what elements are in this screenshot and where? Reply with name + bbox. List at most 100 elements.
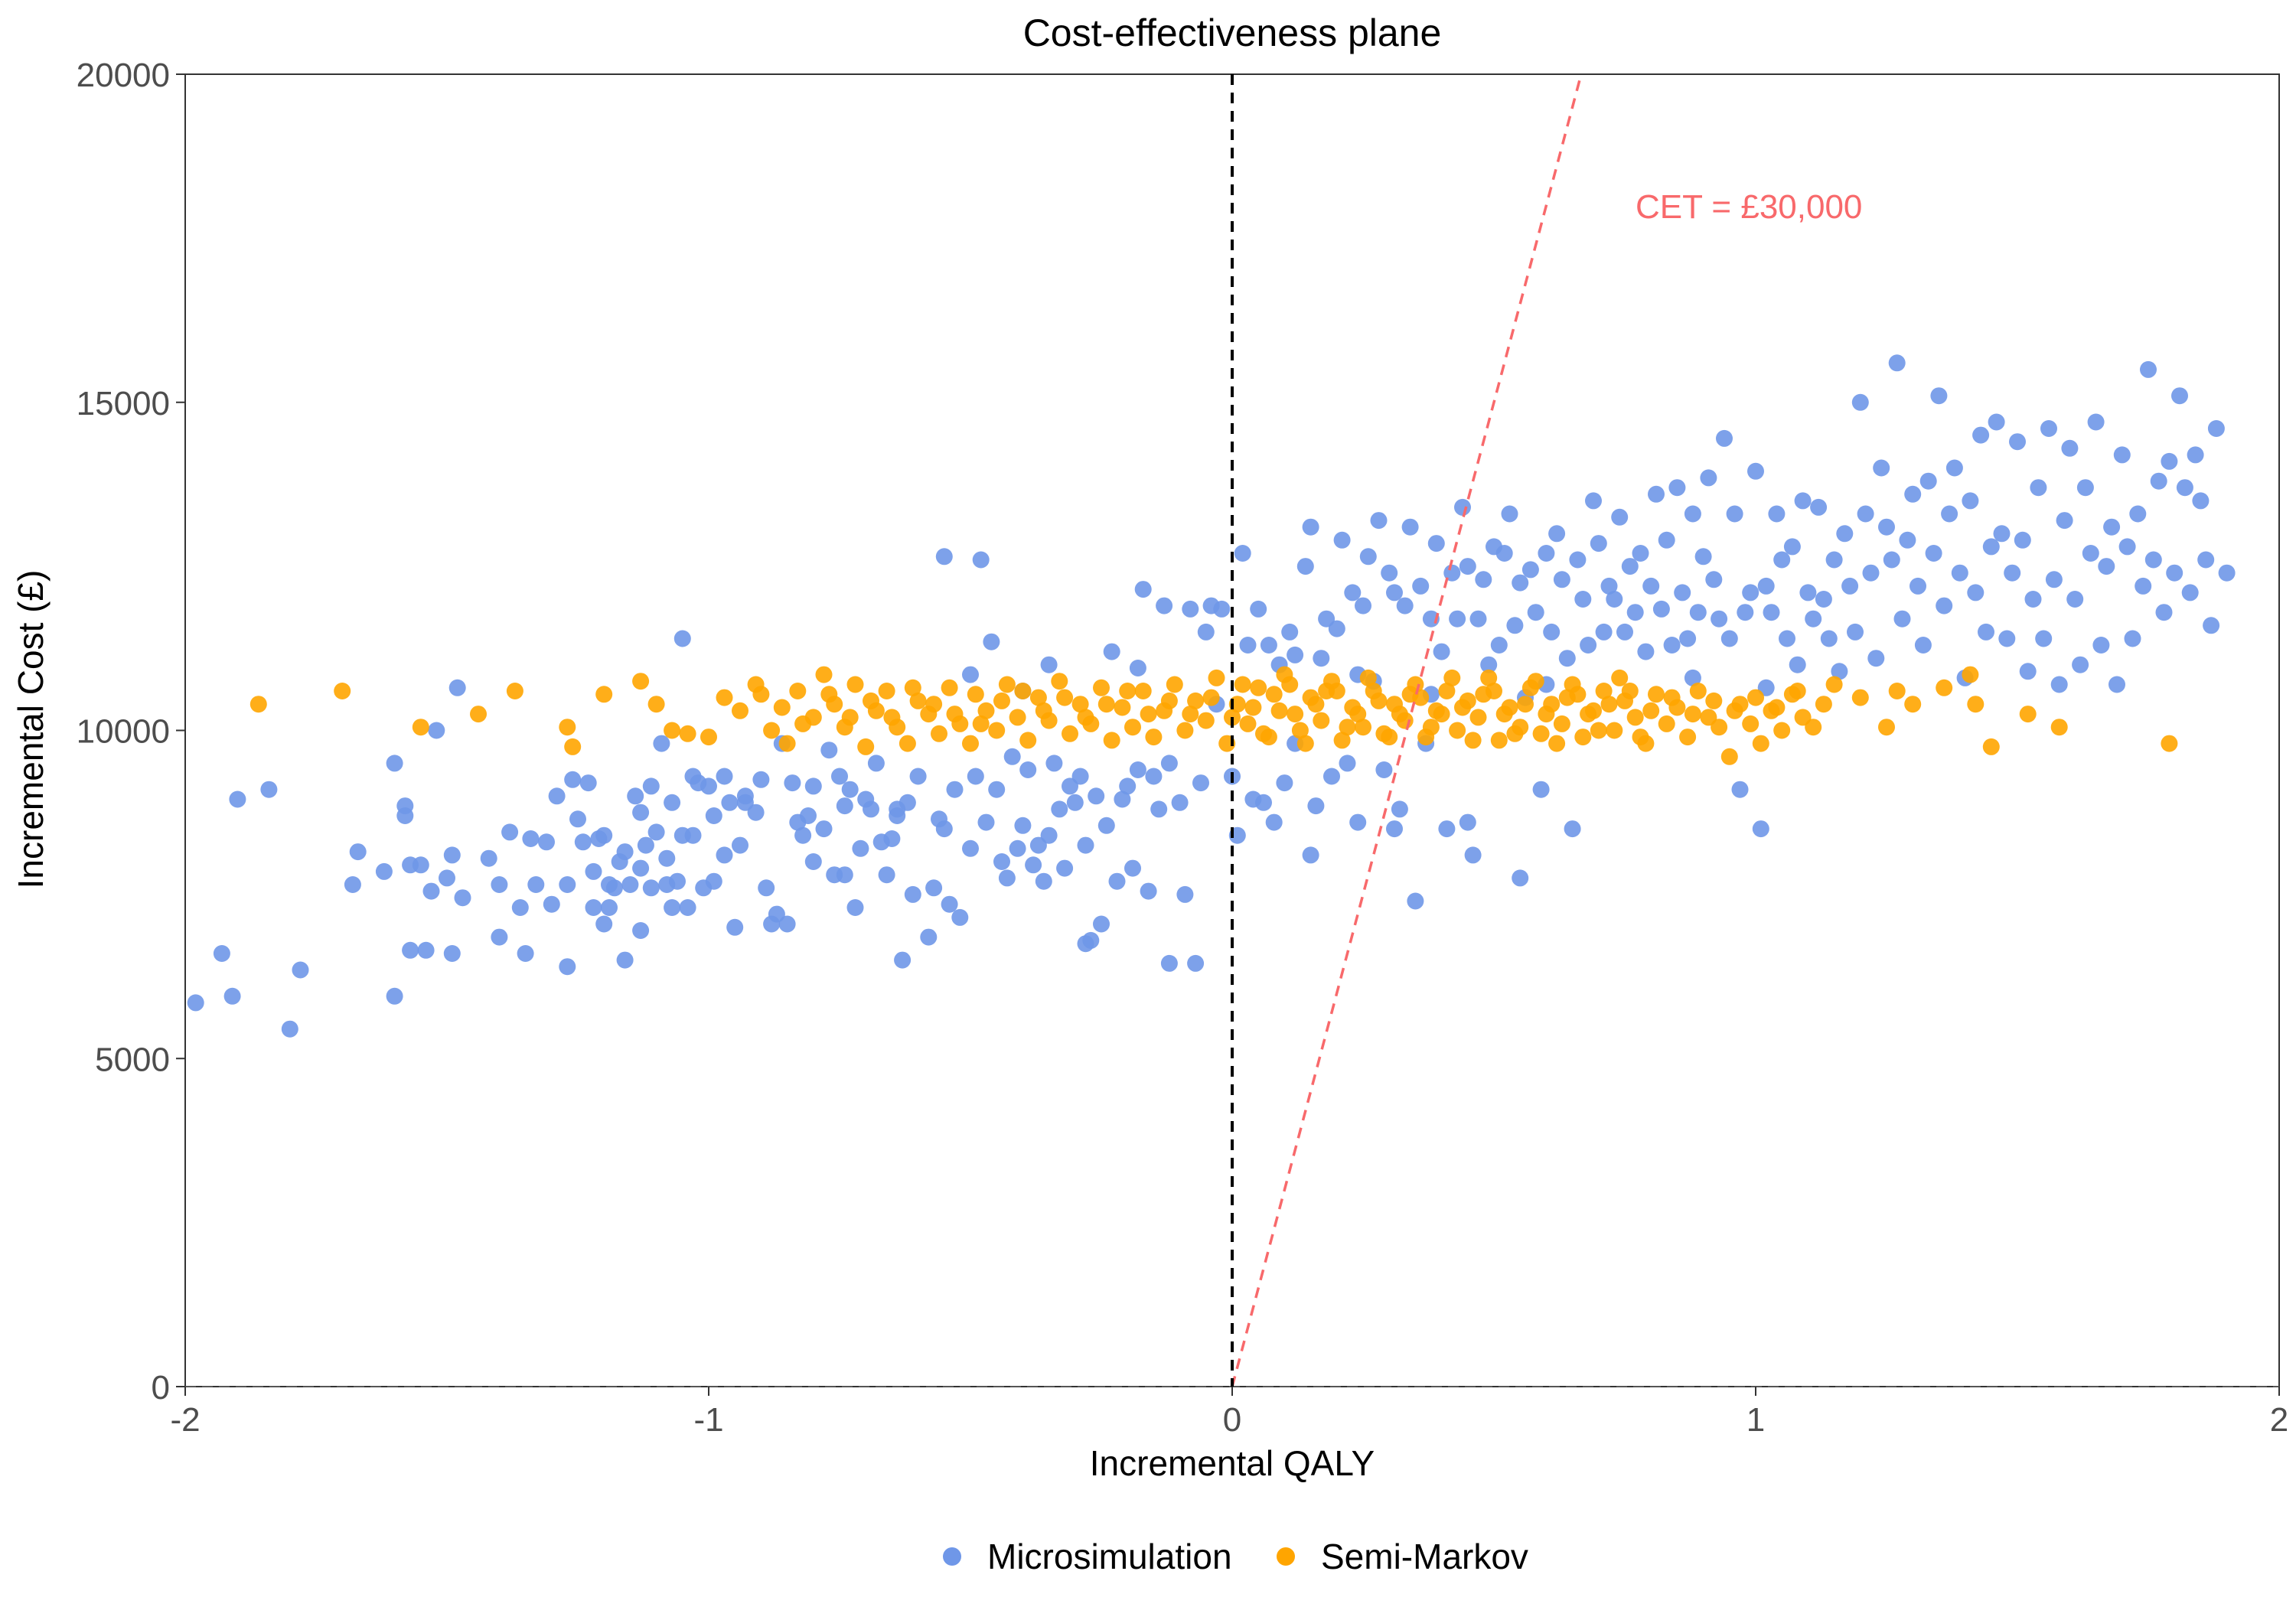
legend: Microsimulation Semi-Markov [943,1537,1528,1576]
semi-markov-point [763,722,781,739]
microsimulation-point [1339,755,1356,772]
microsimulation-point [700,777,717,795]
microsimulation-point [616,843,634,861]
microsimulation-point [1847,623,1864,641]
microsimulation-point [1841,577,1859,595]
microsimulation-point [1187,954,1205,972]
semi-markov-point [789,683,807,699]
semi-markov-point [1742,715,1760,732]
chart-title: Cost-effectiveness plane [1023,11,1442,54]
microsimulation-point [1035,872,1052,890]
semi-markov-point [716,689,733,706]
semi-markov-point [946,706,964,723]
legend-key-microsimulation [943,1547,961,1566]
microsimulation-point [1810,498,1828,516]
microsimulation-point [2004,564,2021,582]
semi-markov-point [904,679,921,696]
microsimulation-point [1757,577,1775,595]
microsimulation-point [574,833,592,851]
microsimulation-point [1689,604,1707,621]
semi-markov-point [878,683,895,699]
microsimulation-point [1825,551,1843,569]
microsimulation-point [794,826,812,844]
microsimulation-point [1176,885,1194,903]
microsimulation-point [1490,637,1508,654]
microsimulation-point [1160,954,1178,972]
microsimulation-point [1287,646,1304,663]
microsimulation-point [2050,676,2068,693]
microsimulation-point [559,876,576,893]
microsimulation-point [1464,846,1482,864]
x-tick-label: -2 [170,1401,200,1439]
microsimulation-point [831,768,848,785]
microsimulation-point [1281,623,1299,641]
microsimulation-point [1867,650,1885,667]
microsimulation-point [605,879,623,897]
semi-markov-point [1056,689,1074,706]
microsimulation-point [1140,882,1157,900]
microsimulation-point [2014,531,2031,549]
semi-markov-point [1313,712,1330,729]
microsimulation-point [1003,748,1021,765]
threshold-line [1231,74,1583,1387]
microsimulation-point [1779,630,1795,647]
semi-markov-point [1606,722,1623,739]
semi-markov-point [1307,696,1325,713]
microsimulation-point [454,889,471,907]
semi-markov-point [1182,706,1199,723]
microsimulation-point [2066,591,2084,608]
microsimulation-point [1124,859,1141,877]
semi-markov-point [1093,679,1110,696]
semi-markov-point [1705,692,1723,709]
semi-markov-point [1469,709,1487,726]
semi-markov-point [249,696,267,713]
microsimulation-point [1495,545,1513,562]
microsimulation-point [1391,800,1408,818]
microsimulation-point [1851,393,1869,411]
microsimulation-point [637,836,654,854]
microsimulation-point [1480,656,1498,673]
semi-markov-point [1276,666,1293,683]
microsimulation-point [1438,820,1456,838]
microsimulation-point [726,918,744,936]
plot-panel-border [184,73,2280,1387]
semi-markov-point [1029,689,1047,706]
microsimulation-point [732,836,748,854]
microsimulation-point [1967,584,1985,601]
microsimulation-point [543,895,560,913]
microsimulation-point [1658,531,1675,549]
semi-markov-point [1789,683,1806,699]
microsimulation-point [1919,472,1937,490]
microsimulation-point [511,899,529,916]
semi-markov-point [1449,722,1466,739]
semi-markov-point [846,676,864,693]
microsimulation-point [1145,768,1163,785]
semi-markov-point [1590,722,1607,739]
microsimulation-point [2155,604,2173,621]
microsimulation-point [1553,571,1570,588]
semi-markov-point [841,709,859,726]
microsimulation-point [595,915,613,933]
microsimulation-point [579,774,597,792]
semi-markov-point [1904,696,1922,713]
microsimulation-point [784,774,801,792]
microsimulation-point [417,941,435,959]
microsimulation-point [2124,630,2141,647]
microsimulation-point [2045,571,2063,588]
microsimulation-point [1475,571,1492,588]
microsimulation-point [653,735,670,752]
microsimulation-point [679,899,696,916]
semi-markov-point [1595,683,1613,699]
microsimulation-point [538,833,555,851]
microsimulation-point [1019,761,1037,778]
microsimulation-point [1313,650,1330,667]
microsimulation-point [2009,433,2026,451]
microsimulation-point [804,853,822,870]
microsimulation-point [815,820,833,838]
semi-markov-point [732,702,748,719]
microsimulation-point [1234,545,1251,562]
microsimulation-point [1359,548,1377,566]
microsimulation-point [1134,581,1152,598]
semi-markov-point [1270,702,1288,719]
semi-markov-point [1234,676,1251,693]
